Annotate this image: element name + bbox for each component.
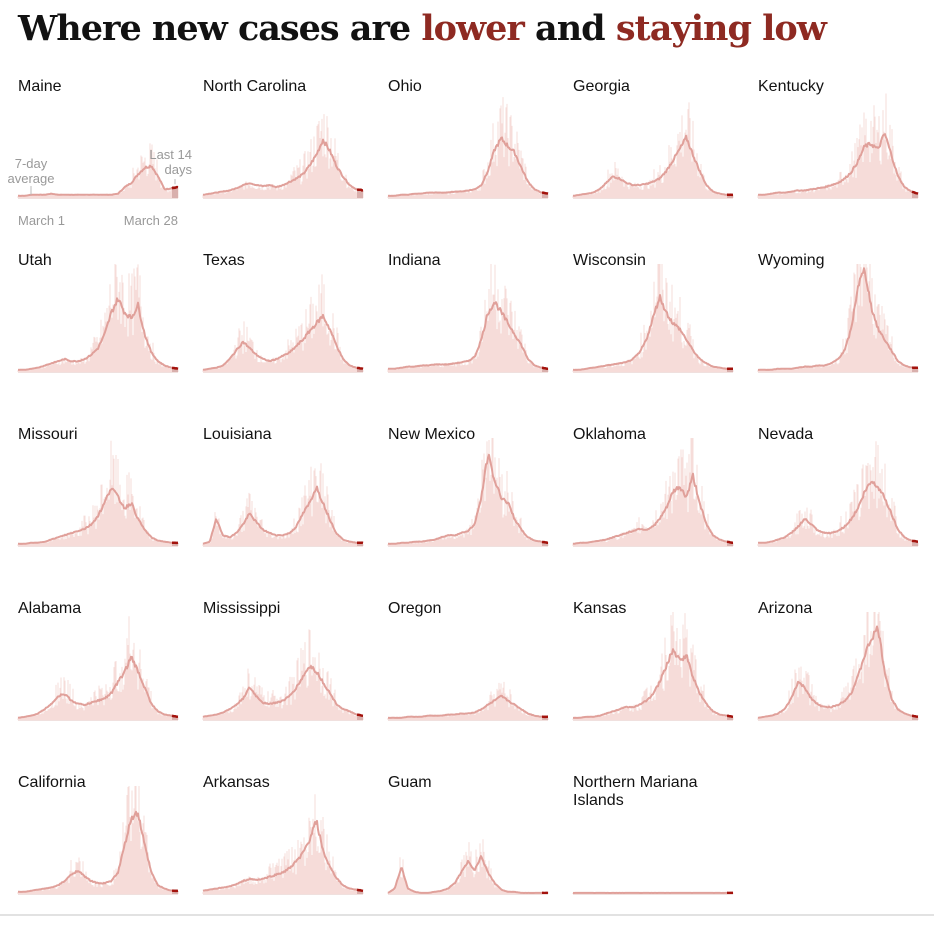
state-panel: Nevada	[758, 426, 928, 596]
state-panel: California	[18, 774, 188, 944]
sparkline-chart	[573, 774, 743, 909]
state-panel: Georgia	[573, 78, 743, 248]
sparkline-chart	[18, 774, 188, 909]
state-panel: New Mexico	[388, 426, 558, 596]
state-panel: Indiana	[388, 252, 558, 422]
state-panel: Missouri	[18, 426, 188, 596]
seven-day-average-line	[388, 455, 542, 544]
divider	[0, 914, 934, 916]
last-14-days-line	[727, 716, 733, 717]
state-panel: Ohio	[388, 78, 558, 248]
state-panel: Wisconsin	[573, 252, 743, 422]
last-14-days-line	[357, 368, 363, 369]
title-highlight-lower: lower	[421, 8, 523, 49]
sparkline-chart	[388, 774, 558, 909]
last-14-days-line	[542, 368, 548, 369]
sparkline-chart	[203, 774, 373, 909]
sparkline-chart	[203, 600, 373, 735]
state-panel: Arkansas	[203, 774, 373, 944]
sparkline-chart	[203, 426, 373, 561]
last-14-days-line	[172, 368, 178, 369]
annotation-line: 7-day	[15, 156, 48, 171]
sparkline-chart	[573, 426, 743, 561]
state-panel: Wyoming	[758, 252, 928, 422]
last-14-days-line	[357, 715, 363, 716]
sparkline-chart	[758, 78, 928, 213]
annotation-line: days	[165, 162, 193, 177]
last-14-days-line	[172, 187, 178, 189]
state-panel: Alabama	[18, 600, 188, 770]
sparkline-chart	[18, 600, 188, 735]
last-14-days-line	[912, 716, 918, 717]
sparkline-chart	[573, 252, 743, 387]
last-14-days-line	[357, 890, 363, 891]
sparkline-chart	[758, 426, 928, 561]
title-text: and	[524, 8, 616, 49]
state-panel: Oregon	[388, 600, 558, 770]
state-panel: Utah	[18, 252, 188, 422]
last-14-days-line	[542, 193, 548, 194]
state-panel: Oklahoma	[573, 426, 743, 596]
sparkline-chart	[573, 600, 743, 735]
x-label-start: March 1	[18, 213, 65, 228]
title-highlight-staying-low: staying low	[616, 8, 826, 49]
sparkline-chart	[388, 78, 558, 213]
sparkline-chart	[388, 426, 558, 561]
state-panel: Kentucky	[758, 78, 928, 248]
sparkline-chart	[573, 78, 743, 213]
sparkline-chart	[388, 252, 558, 387]
annotation-line: average	[8, 171, 55, 186]
sparkline-chart	[203, 252, 373, 387]
state-panel: Kansas	[573, 600, 743, 770]
page-title: Where new cases are lower and staying lo…	[18, 8, 826, 49]
state-panel: Mississippi	[203, 600, 373, 770]
last-14-days-line	[912, 541, 918, 542]
sparkline-chart	[758, 600, 928, 735]
last-14-days-line	[542, 542, 548, 543]
state-panel: North Carolina	[203, 78, 373, 248]
x-label-end: March 28	[124, 213, 178, 228]
state-panel: Texas	[203, 252, 373, 422]
last-14-days-line	[727, 542, 733, 543]
sparkline-chart	[388, 600, 558, 735]
sparkline-chart	[758, 252, 928, 387]
last-14-days-line	[172, 716, 178, 717]
state-panel: Arizona	[758, 600, 928, 770]
state-panel: Northern Mariana Islands	[573, 774, 743, 944]
sparkline-chart	[18, 252, 188, 387]
state-panel: Guam	[388, 774, 558, 944]
annotation-line: Last 14	[149, 147, 192, 162]
last-14-days-line	[357, 190, 363, 191]
title-text: Where new cases are	[18, 8, 421, 49]
sparkline-chart	[18, 426, 188, 561]
sparkline-chart	[203, 78, 373, 213]
state-panel: Louisiana	[203, 426, 373, 596]
